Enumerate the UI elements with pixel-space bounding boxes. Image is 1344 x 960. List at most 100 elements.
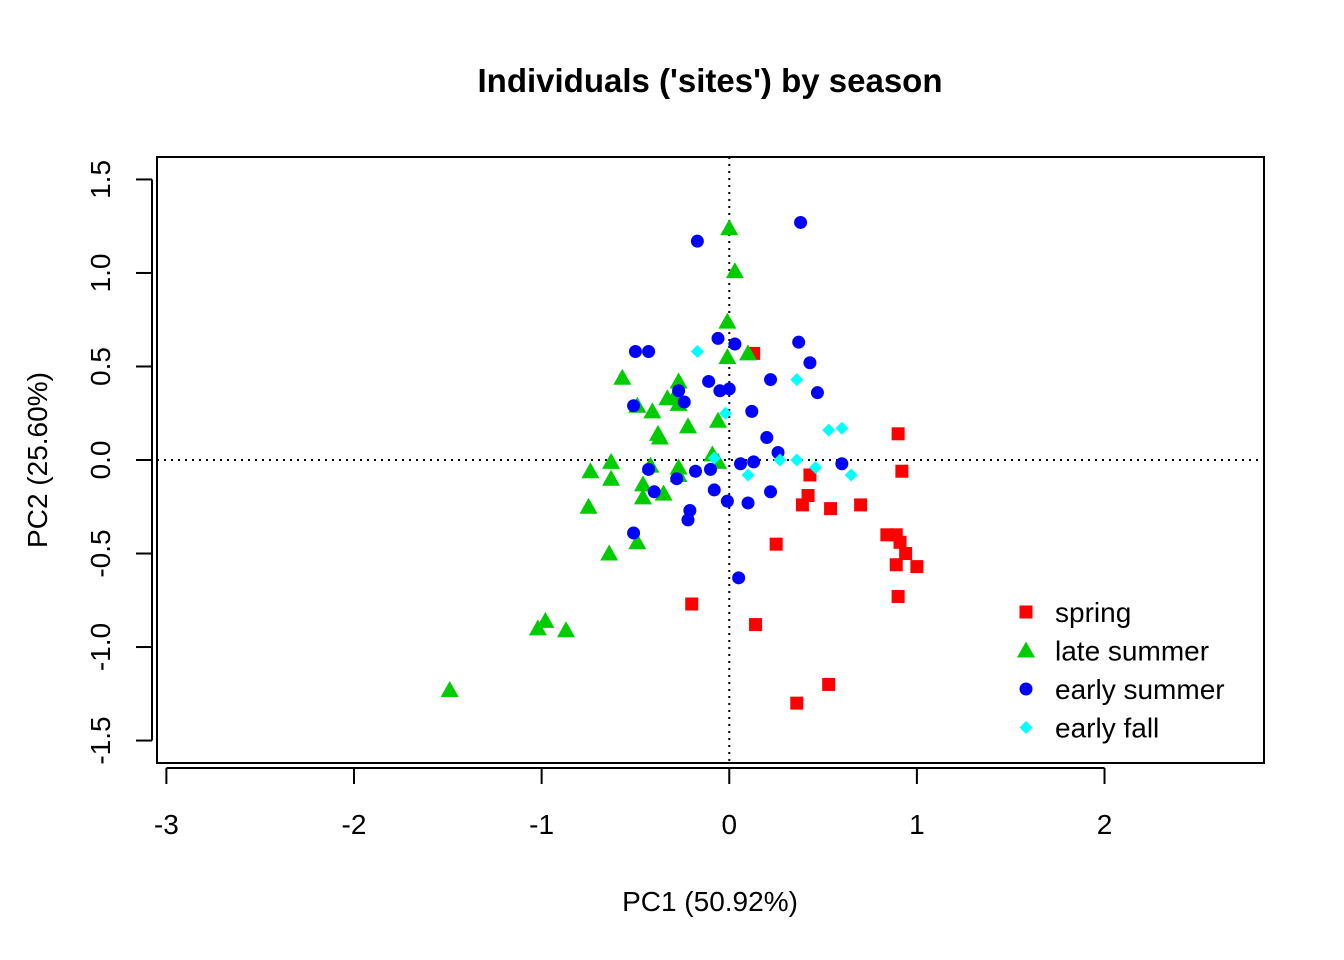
- data-point: [810, 386, 824, 400]
- data-point: [704, 462, 717, 476]
- data-point: [835, 457, 849, 471]
- y-tick-label: 0.0: [85, 441, 116, 480]
- data-point: [844, 468, 858, 482]
- data-point: [732, 571, 746, 585]
- data-point: [720, 219, 739, 236]
- y-tick-label: 1.5: [85, 160, 116, 199]
- data-point: [658, 389, 677, 406]
- y-tick-label: 1.0: [85, 253, 116, 292]
- legend-label: spring: [1055, 597, 1131, 628]
- data-point: [895, 464, 909, 478]
- data-point: [579, 497, 598, 514]
- data-point: [669, 372, 688, 389]
- data-point: [633, 488, 652, 505]
- data-point: [690, 345, 704, 359]
- x-tick-label: -2: [342, 809, 367, 840]
- data-point: [745, 404, 759, 418]
- x-tick-label: 2: [1097, 809, 1113, 840]
- data-point: [642, 462, 656, 476]
- data-point: [690, 234, 704, 248]
- data-point: [581, 462, 600, 479]
- data-point: [719, 406, 733, 420]
- chart-title: Individuals ('sites') by season: [478, 62, 943, 99]
- data-point: [891, 427, 905, 441]
- data-point: [795, 498, 809, 512]
- data-point: [718, 348, 737, 365]
- series-late-summer: [440, 219, 758, 698]
- data-point: [678, 417, 697, 434]
- data-point: [688, 464, 702, 478]
- series-spring: [685, 346, 924, 710]
- data-point: [803, 468, 817, 482]
- x-tick-label: 0: [721, 809, 737, 840]
- data-point: [440, 681, 459, 698]
- data-point: [749, 618, 763, 632]
- data-point: [707, 483, 721, 497]
- data-point: [835, 421, 849, 435]
- data-point: [613, 368, 632, 385]
- data-point: [650, 428, 669, 445]
- x-tick-label: -3: [154, 809, 179, 840]
- legend-marker: [1019, 605, 1033, 619]
- y-axis-label: PC2 (25.60%): [22, 372, 53, 548]
- data-point: [893, 535, 907, 549]
- x-tick-label: -1: [529, 809, 554, 840]
- data-point: [773, 453, 787, 467]
- data-point: [528, 619, 547, 636]
- series-early-fall: [690, 345, 858, 482]
- data-point: [602, 469, 621, 486]
- series-early-summer: [627, 215, 849, 585]
- data-point: [720, 494, 734, 508]
- data-point: [713, 384, 727, 398]
- legend-label: late summer: [1055, 636, 1209, 667]
- data-point: [643, 402, 662, 419]
- data-points: [440, 215, 924, 710]
- data-point: [739, 344, 758, 361]
- data-point: [747, 455, 761, 469]
- data-point: [760, 431, 774, 445]
- data-point: [734, 457, 748, 471]
- plot-frame: [156, 156, 1265, 764]
- data-point: [790, 453, 804, 467]
- data-point: [910, 560, 924, 574]
- data-point: [889, 558, 903, 572]
- data-point: [764, 485, 778, 499]
- data-point: [764, 373, 778, 387]
- data-point: [822, 423, 836, 437]
- data-point: [628, 345, 642, 359]
- x-axis: -3 -2 -1 0 1 2: [154, 767, 1113, 840]
- data-point: [741, 468, 755, 482]
- data-point: [854, 498, 868, 512]
- data-point: [654, 484, 673, 501]
- data-point: [702, 374, 716, 388]
- data-point: [822, 677, 836, 691]
- data-point: [709, 411, 728, 428]
- data-point: [677, 395, 691, 409]
- data-point: [672, 384, 686, 398]
- data-point: [600, 544, 619, 561]
- x-tick-label: 1: [909, 809, 925, 840]
- data-point: [794, 215, 808, 229]
- y-axis: -1.5 -1.0 -0.5 0.0 0.5 1.0 1.5: [85, 160, 153, 765]
- x-axis-label: PC1 (50.92%): [622, 886, 798, 917]
- y-tick-label: 0.5: [85, 347, 116, 386]
- data-point: [602, 452, 621, 469]
- data-point: [824, 502, 838, 516]
- data-point: [809, 460, 823, 474]
- data-point: [685, 597, 699, 611]
- legend-marker: [1019, 682, 1033, 696]
- data-point: [633, 475, 652, 492]
- data-point: [707, 451, 721, 465]
- data-point: [628, 533, 647, 550]
- data-point: [790, 696, 804, 710]
- legend: spring late summer early summer early fall: [1017, 597, 1225, 744]
- data-point: [536, 611, 555, 628]
- data-point: [647, 485, 661, 499]
- data-point: [741, 496, 755, 510]
- data-point: [769, 537, 783, 551]
- data-point: [728, 337, 742, 351]
- data-point: [718, 312, 737, 329]
- y-tick-label: -0.5: [85, 529, 116, 577]
- data-point: [711, 331, 725, 345]
- data-point: [627, 526, 641, 540]
